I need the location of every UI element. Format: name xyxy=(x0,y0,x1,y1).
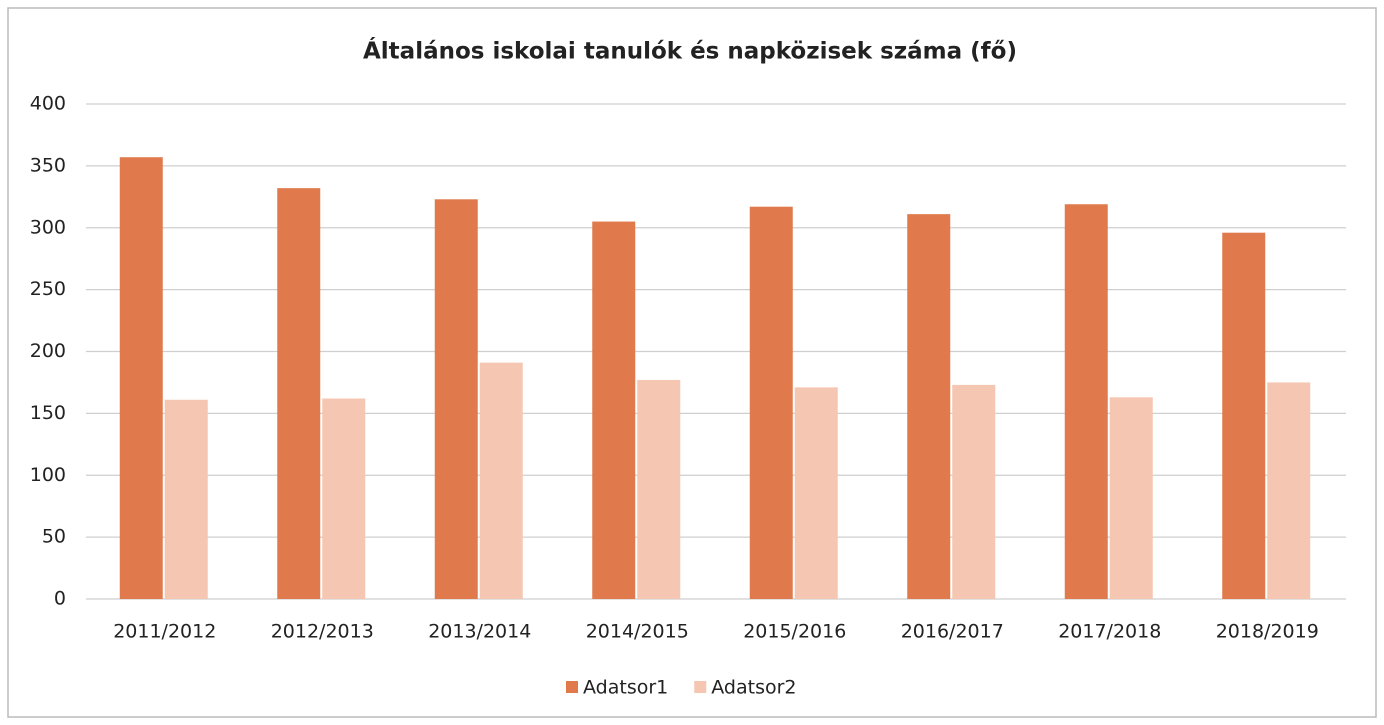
bar xyxy=(1064,204,1108,600)
y-tick-label: 400 xyxy=(30,93,66,115)
y-tick-label: 50 xyxy=(42,526,66,548)
y-tick-label: 100 xyxy=(30,464,66,486)
bar xyxy=(637,379,681,599)
x-tick-label: 2018/2019 xyxy=(1216,621,1319,643)
x-tick-label: 2014/2015 xyxy=(586,621,689,643)
legend-label: Adatsor2 xyxy=(711,677,796,699)
bar xyxy=(479,362,523,599)
x-tick-label: 2016/2017 xyxy=(901,621,1004,643)
x-tick-label: 2015/2016 xyxy=(743,621,846,643)
y-tick-label: 300 xyxy=(30,216,66,238)
legend-swatch xyxy=(694,681,707,693)
bar xyxy=(952,384,996,599)
bar xyxy=(907,214,951,599)
bar xyxy=(164,399,208,599)
bar xyxy=(322,398,366,599)
x-tick-label: 2013/2014 xyxy=(428,621,531,643)
y-tick-label: 350 xyxy=(30,154,66,176)
x-tick-label: 2011/2012 xyxy=(113,621,216,643)
y-tick-label: 150 xyxy=(30,402,66,424)
bar xyxy=(592,221,636,599)
bar xyxy=(1109,397,1153,599)
bar xyxy=(1222,232,1266,599)
chart-title: Általános iskolai tanulók és napközisek … xyxy=(363,37,1017,65)
chart-frame xyxy=(7,7,1377,718)
bar xyxy=(277,188,321,599)
x-tick-label: 2017/2018 xyxy=(1058,621,1161,643)
legend-swatch xyxy=(566,681,578,693)
y-tick-label: 0 xyxy=(54,588,66,610)
y-tick-label: 200 xyxy=(30,340,66,362)
bar xyxy=(434,199,478,599)
x-tick-label: 2012/2013 xyxy=(271,621,374,643)
y-tick-label: 250 xyxy=(30,278,66,300)
bar xyxy=(749,206,793,599)
bar xyxy=(119,157,163,599)
legend-label: Adatsor1 xyxy=(583,677,668,699)
bar xyxy=(794,387,838,599)
bar xyxy=(1267,382,1311,599)
